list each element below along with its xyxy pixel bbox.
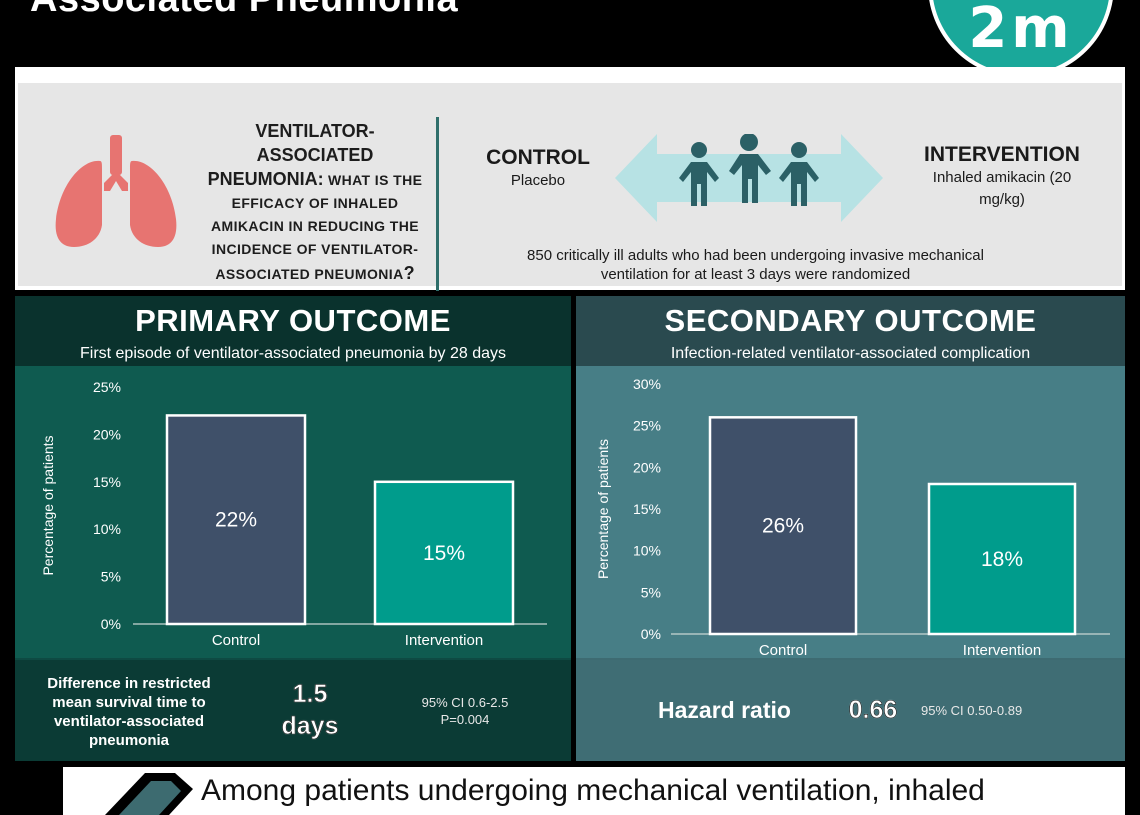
secondary-bar-control xyxy=(708,416,858,636)
primary-outcome-title: PRIMARY OUTCOME xyxy=(135,303,451,338)
primary-outcome-subtitle: First episode of ventilator-associated p… xyxy=(79,345,506,362)
secondary-outcome-title: SECONDARY OUTCOME xyxy=(664,303,1037,338)
secondary-y-tick-label: 25% xyxy=(633,418,661,434)
secondary-effect-value: 0.66 xyxy=(848,696,898,725)
secondary-effect-label: Hazard ratio xyxy=(658,697,791,723)
primary-y-tick-label: 5% xyxy=(101,569,121,585)
primary-effect-ci: 95% CI 0.6-2.5 P=0.004 xyxy=(385,694,545,728)
secondary-outcome-header: SECONDARY OUTCOME Infection-related vent… xyxy=(576,296,1125,366)
secondary-effect-ci: 95% CI 0.50-0.89 xyxy=(921,703,1023,718)
primary-p-value: P=0.004 xyxy=(440,712,490,727)
primary-x-tick-label: Intervention xyxy=(405,632,483,649)
question-line: INCIDENCE OF VENTILATOR- xyxy=(211,241,419,257)
conclusion-text: Among patients undergoing mechanical ven… xyxy=(201,774,985,807)
secondary-y-tick-label: 0% xyxy=(641,626,661,642)
secondary-chart-area: Percentage of patients 0% 5% 10% 15% 20% 25% 30… xyxy=(576,366,1125,659)
question-line: ASSOCIATED xyxy=(256,145,374,165)
intervention-label: INTERVENTION xyxy=(924,143,1080,166)
primary-effect-number: 1.5 xyxy=(292,680,328,709)
research-question: VENTILATOR- ASSOCIATED PNEUMONIA: WHAT I… xyxy=(196,119,434,286)
primary-data-label: 22% xyxy=(215,509,257,532)
question-line: VENTILATOR- xyxy=(255,121,375,141)
primary-ci: 95% CI 0.6-2.5 xyxy=(421,695,509,710)
primary-outcome-panel: PRIMARY OUTCOME First episode of ventila… xyxy=(15,296,571,761)
primary-bar-control xyxy=(165,414,307,626)
question-line: ASSOCIATED PNEUMONIA xyxy=(215,266,404,282)
double-arrow-icon xyxy=(615,134,883,222)
secondary-data-label: 26% xyxy=(762,515,804,538)
logo-text: 2m xyxy=(968,0,1074,61)
primary-effect-unit: days xyxy=(281,712,339,741)
primary-effect-value: 1.5 days xyxy=(260,678,360,742)
primary-outcome-footer: Difference in restricted mean survival t… xyxy=(15,660,571,761)
secondary-outcome-panel: SECONDARY OUTCOME Infection-related vent… xyxy=(576,296,1125,761)
secondary-bar-chart: Percentage of patients 0% 5% 10% 15% 20% 25% 30… xyxy=(595,376,1110,659)
people-icon xyxy=(679,134,819,206)
primary-data-label: 15% xyxy=(423,542,465,565)
secondary-y-tick-label: 20% xyxy=(633,459,661,475)
question-panel-inner: VENTILATOR- ASSOCIATED PNEUMONIA: WHAT I… xyxy=(18,83,1122,291)
page-title: Associated Pneumonia xyxy=(30,0,458,21)
secondary-y-tick-label: 10% xyxy=(633,543,661,559)
intervention-description: Inhaled amikacin (20 mg/kg) xyxy=(932,169,1072,208)
primary-y-tick-label: 10% xyxy=(93,521,121,537)
secondary-y-tick-label: 15% xyxy=(633,501,661,517)
primary-y-tick-label: 0% xyxy=(101,616,121,632)
primary-y-tick-label: 15% xyxy=(93,474,121,490)
primary-x-tick-label: Control xyxy=(212,632,260,649)
lungs-icon xyxy=(55,135,177,247)
secondary-y-tick-label: 5% xyxy=(641,584,661,600)
secondary-y-tick-label: 30% xyxy=(633,376,661,392)
secondary-outcome-footer: Hazard ratio 0.66 95% CI 0.50-0.89 xyxy=(576,660,1125,761)
secondary-bar-intervention xyxy=(927,482,1077,636)
primary-effect-label: Difference in restricted mean survival t… xyxy=(47,675,211,749)
primary-bar-intervention xyxy=(373,480,515,626)
primary-y-tick-label: 20% xyxy=(93,426,121,442)
conclusion-side-bar xyxy=(15,767,63,815)
question-line: PNEUMONIA: xyxy=(207,169,324,189)
population-description: 850 critically ill adults who had been u… xyxy=(527,247,984,283)
question-line: ? xyxy=(403,263,415,283)
vertical-divider xyxy=(436,117,439,291)
secondary-x-tick-label: Control xyxy=(759,642,807,658)
secondary-y-axis-label: Percentage of patients xyxy=(595,439,611,579)
secondary-data-label: 18% xyxy=(981,548,1023,571)
conclusion-band: Among patients undergoing mechanical ven… xyxy=(15,767,1125,815)
primary-bar-chart: Percentage of patients 0% 5% 10% 15% 20% 25% 22… xyxy=(40,379,547,649)
primary-y-tick-label: 25% xyxy=(93,379,121,395)
pencil-icon xyxy=(105,773,193,815)
control-label: CONTROL xyxy=(486,146,590,169)
secondary-x-tick-label: Intervention xyxy=(963,642,1041,658)
control-description: Placebo xyxy=(510,172,566,189)
question-line: EFFICACY OF INHALED xyxy=(231,195,399,211)
question-panel: VENTILATOR- ASSOCIATED PNEUMONIA: WHAT I… xyxy=(15,67,1125,291)
question-line: WHAT IS THE xyxy=(323,172,423,188)
primary-y-axis-label: Percentage of patients xyxy=(40,435,56,575)
secondary-outcome-subtitle: Infection-related ventilator-associated … xyxy=(670,345,1031,362)
primary-chart-area: Percentage of patients 0% 5% 10% 15% 20% 25% 22… xyxy=(15,366,571,658)
question-line: AMIKACIN IN REDUCING THE xyxy=(211,218,419,234)
primary-outcome-header: PRIMARY OUTCOME First episode of ventila… xyxy=(15,296,571,366)
